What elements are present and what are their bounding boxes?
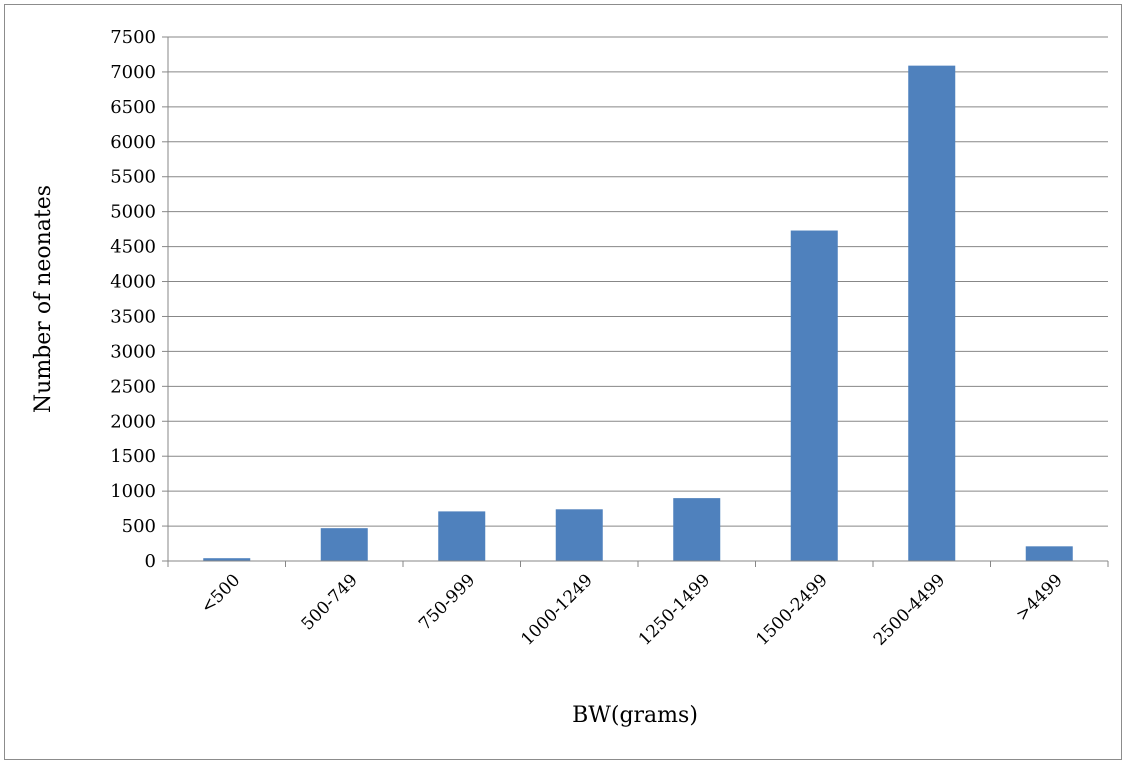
bar [320, 528, 368, 561]
x-tick-label: >4499 [1012, 570, 1067, 625]
y-tick-label: 4500 [110, 237, 156, 258]
bar [438, 511, 486, 561]
x-tick-label: 500-749 [298, 570, 362, 634]
bar [203, 558, 251, 561]
y-tick-label: 2000 [110, 411, 156, 432]
y-tick-label: 4000 [110, 272, 156, 293]
x-tick-label: 2500-4499 [870, 570, 949, 649]
y-tick-label: 7500 [110, 27, 156, 48]
y-tick-label: 6000 [110, 132, 156, 153]
y-tick-label: 1000 [110, 481, 156, 502]
y-axis-title: Number of neonates [31, 185, 56, 413]
gridlines [168, 36, 1108, 527]
bars [203, 65, 1073, 562]
y-tick-label: 6500 [110, 97, 156, 118]
y-tick-label: 3500 [110, 306, 156, 327]
bar [908, 65, 956, 562]
x-tick-label: 1000-1249 [517, 570, 596, 649]
x-tick-label: 1500-2499 [752, 570, 831, 649]
bar [673, 498, 721, 561]
y-tick-label: 5500 [110, 167, 156, 188]
x-tick-label: 1250-1499 [635, 570, 714, 649]
axes [162, 36, 1109, 567]
y-tick-label: 2500 [110, 376, 156, 397]
y-tick-label: 0 [145, 551, 156, 572]
bar [790, 230, 838, 561]
y-tick-label: 5000 [110, 202, 156, 223]
bar [555, 509, 603, 561]
x-tick-labels: <500 500-749 750-999 1000-1249 1250-1499 1500… [197, 570, 1067, 649]
x-tick-label: 750-999 [415, 570, 479, 634]
bar [1025, 546, 1073, 561]
y-tick-label: 1500 [110, 446, 156, 467]
y-tick-labels: 0 500 1000 1500 2000 2500 3000 3500 4000 4500 5000… [110, 27, 156, 572]
x-tick-label: <500 [197, 570, 244, 617]
y-tick-label: 3000 [110, 341, 156, 362]
x-axis-title: BW(grams) [572, 703, 698, 728]
y-tick-label: 7000 [110, 62, 156, 83]
y-tick-label: 500 [122, 516, 156, 537]
